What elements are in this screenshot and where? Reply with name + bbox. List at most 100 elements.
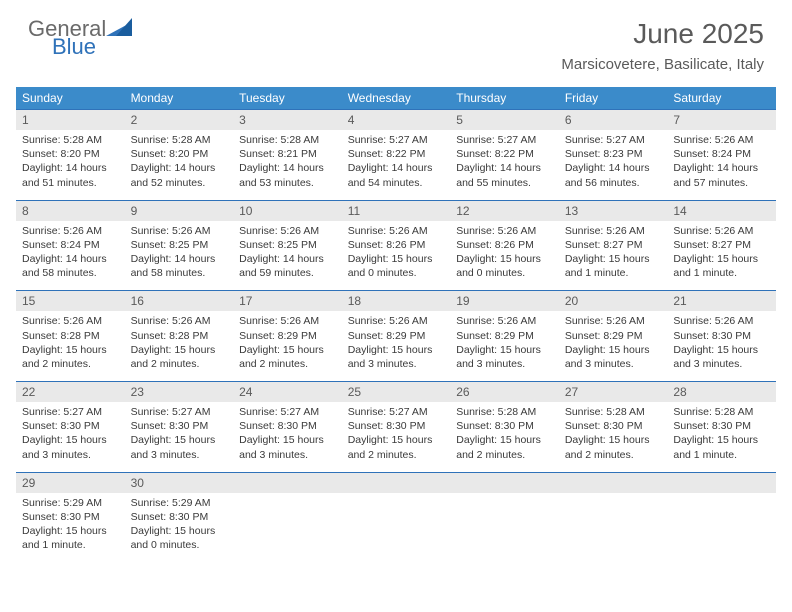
sunset-line: Sunset: 8:28 PM — [22, 329, 119, 343]
sunset-line: Sunset: 8:23 PM — [565, 147, 662, 161]
daylight-line: Daylight: 15 hours and 2 minutes. — [348, 433, 445, 461]
sunrise-line: Sunrise: 5:27 AM — [131, 405, 228, 419]
sunrise-line: Sunrise: 5:27 AM — [456, 133, 553, 147]
daylight-line: Daylight: 15 hours and 3 minutes. — [22, 433, 119, 461]
day-number-cell: 2 — [125, 110, 234, 131]
sunrise-line: Sunrise: 5:26 AM — [239, 224, 336, 238]
day-content-cell: Sunrise: 5:28 AMSunset: 8:21 PMDaylight:… — [233, 130, 342, 200]
daylight-line: Daylight: 15 hours and 3 minutes. — [456, 343, 553, 371]
sunrise-line: Sunrise: 5:26 AM — [22, 224, 119, 238]
sunset-line: Sunset: 8:22 PM — [456, 147, 553, 161]
sunrise-line: Sunrise: 5:26 AM — [239, 314, 336, 328]
day-number-cell: 18 — [342, 291, 451, 312]
sunrise-line: Sunrise: 5:26 AM — [456, 314, 553, 328]
sunset-line: Sunset: 8:30 PM — [131, 510, 228, 524]
sunrise-line: Sunrise: 5:29 AM — [131, 496, 228, 510]
day-content-cell: Sunrise: 5:27 AMSunset: 8:22 PMDaylight:… — [342, 130, 451, 200]
sunset-line: Sunset: 8:29 PM — [456, 329, 553, 343]
daylight-line: Daylight: 15 hours and 3 minutes. — [565, 343, 662, 371]
daylight-line: Daylight: 15 hours and 2 minutes. — [456, 433, 553, 461]
day-number-cell: 25 — [342, 382, 451, 403]
day-content-cell: Sunrise: 5:26 AMSunset: 8:26 PMDaylight:… — [450, 221, 559, 291]
day-number-cell — [450, 472, 559, 493]
day-number-cell: 23 — [125, 382, 234, 403]
sunrise-line: Sunrise: 5:26 AM — [673, 133, 770, 147]
brand-logo: General Blue — [28, 18, 132, 58]
weekday-header: Wednesday — [342, 87, 451, 110]
day-content-cell: Sunrise: 5:26 AMSunset: 8:26 PMDaylight:… — [342, 221, 451, 291]
day-number-cell: 1 — [16, 110, 125, 131]
day-number-cell: 28 — [667, 382, 776, 403]
day-content-cell: Sunrise: 5:28 AMSunset: 8:30 PMDaylight:… — [450, 402, 559, 472]
sunset-line: Sunset: 8:26 PM — [456, 238, 553, 252]
sunrise-line: Sunrise: 5:26 AM — [131, 314, 228, 328]
weekday-header-row: SundayMondayTuesdayWednesdayThursdayFrid… — [16, 87, 776, 110]
day-number-cell: 27 — [559, 382, 668, 403]
sunrise-line: Sunrise: 5:28 AM — [239, 133, 336, 147]
daylight-line: Daylight: 14 hours and 57 minutes. — [673, 161, 770, 189]
sunset-line: Sunset: 8:30 PM — [239, 419, 336, 433]
sunrise-line: Sunrise: 5:28 AM — [456, 405, 553, 419]
sunset-line: Sunset: 8:30 PM — [456, 419, 553, 433]
day-number-cell: 7 — [667, 110, 776, 131]
day-content-cell: Sunrise: 5:26 AMSunset: 8:25 PMDaylight:… — [233, 221, 342, 291]
day-number-cell: 15 — [16, 291, 125, 312]
daylight-line: Daylight: 15 hours and 3 minutes. — [348, 343, 445, 371]
sunset-line: Sunset: 8:30 PM — [673, 329, 770, 343]
daylight-line: Daylight: 15 hours and 2 minutes. — [22, 343, 119, 371]
weekday-header: Monday — [125, 87, 234, 110]
sunset-line: Sunset: 8:20 PM — [22, 147, 119, 161]
day-content-cell: Sunrise: 5:28 AMSunset: 8:30 PMDaylight:… — [667, 402, 776, 472]
day-content-cell: Sunrise: 5:29 AMSunset: 8:30 PMDaylight:… — [125, 493, 234, 563]
sunrise-line: Sunrise: 5:26 AM — [456, 224, 553, 238]
sunset-line: Sunset: 8:27 PM — [673, 238, 770, 252]
day-content-cell: Sunrise: 5:26 AMSunset: 8:29 PMDaylight:… — [559, 311, 668, 381]
day-number-cell — [233, 472, 342, 493]
daylight-line: Daylight: 14 hours and 58 minutes. — [22, 252, 119, 280]
sunset-line: Sunset: 8:29 PM — [239, 329, 336, 343]
daylight-line: Daylight: 14 hours and 54 minutes. — [348, 161, 445, 189]
day-number-cell: 3 — [233, 110, 342, 131]
day-content-row: Sunrise: 5:29 AMSunset: 8:30 PMDaylight:… — [16, 493, 776, 563]
daylight-line: Daylight: 14 hours and 58 minutes. — [131, 252, 228, 280]
day-content-cell: Sunrise: 5:27 AMSunset: 8:30 PMDaylight:… — [342, 402, 451, 472]
day-content-cell: Sunrise: 5:26 AMSunset: 8:24 PMDaylight:… — [667, 130, 776, 200]
sunset-line: Sunset: 8:28 PM — [131, 329, 228, 343]
day-number-cell: 19 — [450, 291, 559, 312]
day-content-cell: Sunrise: 5:26 AMSunset: 8:25 PMDaylight:… — [125, 221, 234, 291]
sunset-line: Sunset: 8:30 PM — [131, 419, 228, 433]
day-number-cell: 20 — [559, 291, 668, 312]
day-content-row: Sunrise: 5:26 AMSunset: 8:28 PMDaylight:… — [16, 311, 776, 381]
day-number-cell: 13 — [559, 200, 668, 221]
sunset-line: Sunset: 8:30 PM — [22, 510, 119, 524]
day-content-cell: Sunrise: 5:29 AMSunset: 8:30 PMDaylight:… — [16, 493, 125, 563]
daylight-line: Daylight: 15 hours and 1 minute. — [673, 252, 770, 280]
day-number-cell: 17 — [233, 291, 342, 312]
day-number-cell: 4 — [342, 110, 451, 131]
daylight-line: Daylight: 15 hours and 0 minutes. — [131, 524, 228, 552]
month-title: June 2025 — [561, 18, 764, 50]
day-content-cell: Sunrise: 5:26 AMSunset: 8:30 PMDaylight:… — [667, 311, 776, 381]
sunrise-line: Sunrise: 5:27 AM — [239, 405, 336, 419]
day-content-cell — [450, 493, 559, 563]
daylight-line: Daylight: 15 hours and 3 minutes. — [673, 343, 770, 371]
day-number-cell — [342, 472, 451, 493]
day-content-cell: Sunrise: 5:28 AMSunset: 8:30 PMDaylight:… — [559, 402, 668, 472]
sunset-line: Sunset: 8:30 PM — [673, 419, 770, 433]
daylight-line: Daylight: 15 hours and 1 minute. — [565, 252, 662, 280]
sunset-line: Sunset: 8:30 PM — [348, 419, 445, 433]
sunset-line: Sunset: 8:26 PM — [348, 238, 445, 252]
day-content-cell: Sunrise: 5:28 AMSunset: 8:20 PMDaylight:… — [16, 130, 125, 200]
weekday-header: Tuesday — [233, 87, 342, 110]
sunrise-line: Sunrise: 5:28 AM — [22, 133, 119, 147]
weekday-header: Thursday — [450, 87, 559, 110]
day-content-cell — [233, 493, 342, 563]
sunset-line: Sunset: 8:29 PM — [565, 329, 662, 343]
sunrise-line: Sunrise: 5:27 AM — [348, 405, 445, 419]
sunset-line: Sunset: 8:25 PM — [239, 238, 336, 252]
sunrise-line: Sunrise: 5:26 AM — [565, 314, 662, 328]
day-content-cell: Sunrise: 5:26 AMSunset: 8:24 PMDaylight:… — [16, 221, 125, 291]
page-header: General Blue June 2025 Marsicovetere, Ba… — [0, 0, 792, 79]
daylight-line: Daylight: 14 hours and 51 minutes. — [22, 161, 119, 189]
day-number-cell: 12 — [450, 200, 559, 221]
